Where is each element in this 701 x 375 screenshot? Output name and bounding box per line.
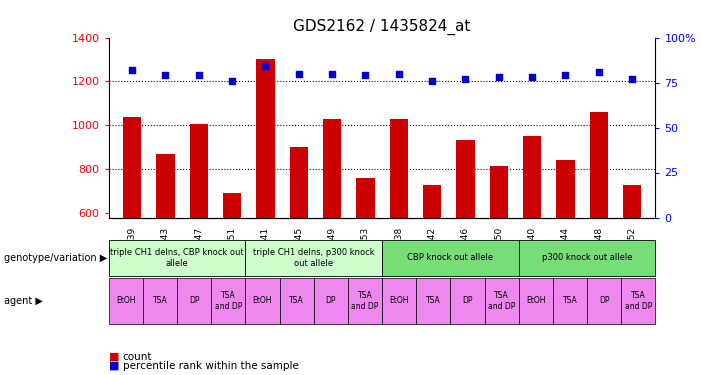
Point [526, 74, 538, 80]
Bar [523, 136, 541, 218]
Text: DP: DP [325, 296, 336, 305]
Bar [390, 119, 408, 218]
Point [293, 70, 304, 76]
Bar [456, 140, 475, 218]
Text: TSA
and DP: TSA and DP [215, 291, 242, 310]
Text: percentile rank within the sample: percentile rank within the sample [123, 361, 299, 370]
Bar [557, 160, 575, 218]
Text: TSA
and DP: TSA and DP [488, 291, 515, 310]
Text: TSA: TSA [563, 296, 578, 305]
Text: DP: DP [462, 296, 472, 305]
Text: triple CH1 delns, p300 knock
out allele: triple CH1 delns, p300 knock out allele [253, 248, 374, 267]
Point [260, 63, 271, 69]
Point [460, 76, 471, 82]
Bar [156, 154, 175, 218]
Text: EtOH: EtOH [252, 296, 272, 305]
Point [560, 72, 571, 78]
Text: ■: ■ [109, 352, 119, 362]
Text: TSA
and DP: TSA and DP [351, 291, 379, 310]
Text: TSA: TSA [153, 296, 168, 305]
Text: CBP knock out allele: CBP knock out allele [407, 254, 494, 262]
Text: TSA: TSA [290, 296, 304, 305]
Point [327, 70, 338, 76]
Text: triple CH1 delns, CBP knock out
allele: triple CH1 delns, CBP knock out allele [110, 248, 244, 267]
Point [126, 67, 137, 73]
Bar [489, 166, 508, 218]
Point [493, 74, 504, 80]
Bar [123, 117, 141, 218]
Text: TSA
and DP: TSA and DP [625, 291, 652, 310]
Point [593, 69, 604, 75]
Bar [189, 124, 207, 218]
Bar [423, 184, 441, 218]
Text: ■: ■ [109, 361, 119, 370]
Point [426, 78, 437, 84]
Text: DP: DP [599, 296, 609, 305]
Text: EtOH: EtOH [526, 296, 545, 305]
Text: p300 knock out allele: p300 knock out allele [542, 254, 632, 262]
Point [393, 70, 404, 76]
Bar [323, 119, 341, 218]
Text: agent ▶: agent ▶ [4, 296, 42, 306]
Text: EtOH: EtOH [116, 296, 135, 305]
Title: GDS2162 / 1435824_at: GDS2162 / 1435824_at [293, 18, 471, 35]
Bar [223, 194, 241, 217]
Bar [356, 178, 374, 218]
Text: EtOH: EtOH [389, 296, 409, 305]
Text: count: count [123, 352, 152, 362]
Text: genotype/variation ▶: genotype/variation ▶ [4, 253, 107, 263]
Bar [290, 147, 308, 218]
Point [193, 72, 204, 78]
Bar [590, 112, 608, 218]
Bar [623, 184, 641, 218]
Point [160, 72, 171, 78]
Bar [256, 60, 275, 217]
Text: DP: DP [189, 296, 199, 305]
Point [226, 78, 238, 84]
Text: TSA: TSA [426, 296, 441, 305]
Point [360, 72, 371, 78]
Point [627, 76, 638, 82]
